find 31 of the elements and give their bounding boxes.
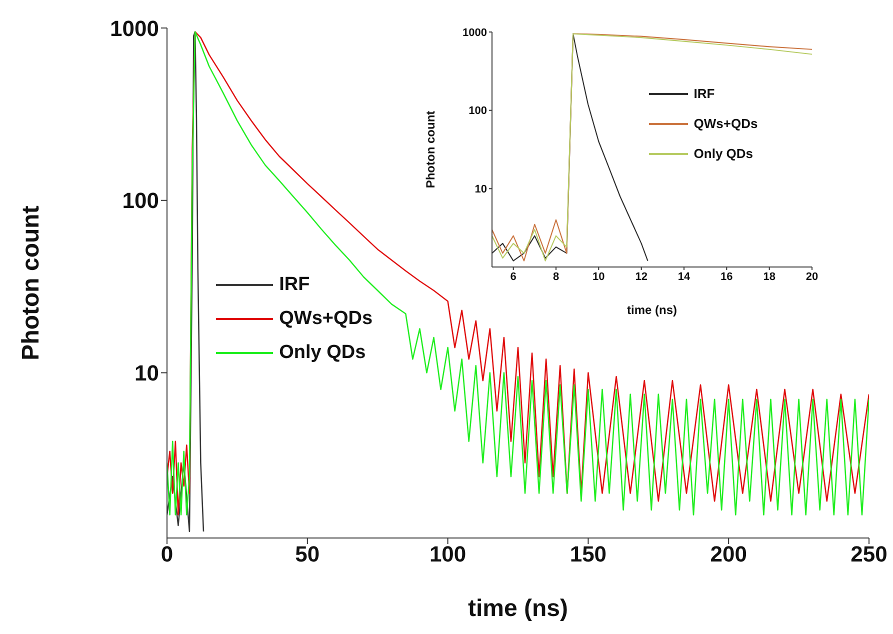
x-tick-label: 8 xyxy=(552,270,560,283)
x-tick-label: 6 xyxy=(510,270,516,283)
x-tick-label: 150 xyxy=(570,542,607,567)
y-tick-label: 10 xyxy=(474,184,487,196)
x-tick-label: 200 xyxy=(710,542,747,567)
legend-label: Only QDs xyxy=(279,342,366,364)
x-tick-label: 16 xyxy=(720,270,733,283)
y-tick-label: 100 xyxy=(122,188,159,214)
line-series xyxy=(492,33,812,262)
legend-label: QWs+QDs xyxy=(279,308,373,330)
y-axis-title: Photon count xyxy=(18,206,45,360)
x-tick-label: 18 xyxy=(763,270,776,283)
x-tick-label: 10 xyxy=(592,270,605,283)
x-tick-label: 50 xyxy=(295,542,320,567)
x-axis-title: time (ns) xyxy=(468,595,568,622)
y-tick-label: 1000 xyxy=(110,16,159,41)
legend-label: IRF xyxy=(279,274,310,296)
x-tick-label: 20 xyxy=(806,270,818,283)
y-tick-label: 1000 xyxy=(462,26,487,39)
legend-label: IRF xyxy=(694,86,715,102)
x-tick-label: 12 xyxy=(635,270,648,283)
y-tick-label: 100 xyxy=(468,105,487,118)
legend-label: Only QDs xyxy=(694,146,754,162)
x-tick-label: 100 xyxy=(429,542,466,567)
x-tick-label: 0 xyxy=(160,542,174,567)
y-tick-label: 10 xyxy=(134,360,159,386)
x-tick-label: 250 xyxy=(850,542,888,567)
x-tick-label: 14 xyxy=(678,270,691,283)
y-axis-title: Photon count xyxy=(423,110,438,188)
x-axis-title: time (ns) xyxy=(626,303,678,317)
legend-label: QWs+QDs xyxy=(694,116,758,132)
